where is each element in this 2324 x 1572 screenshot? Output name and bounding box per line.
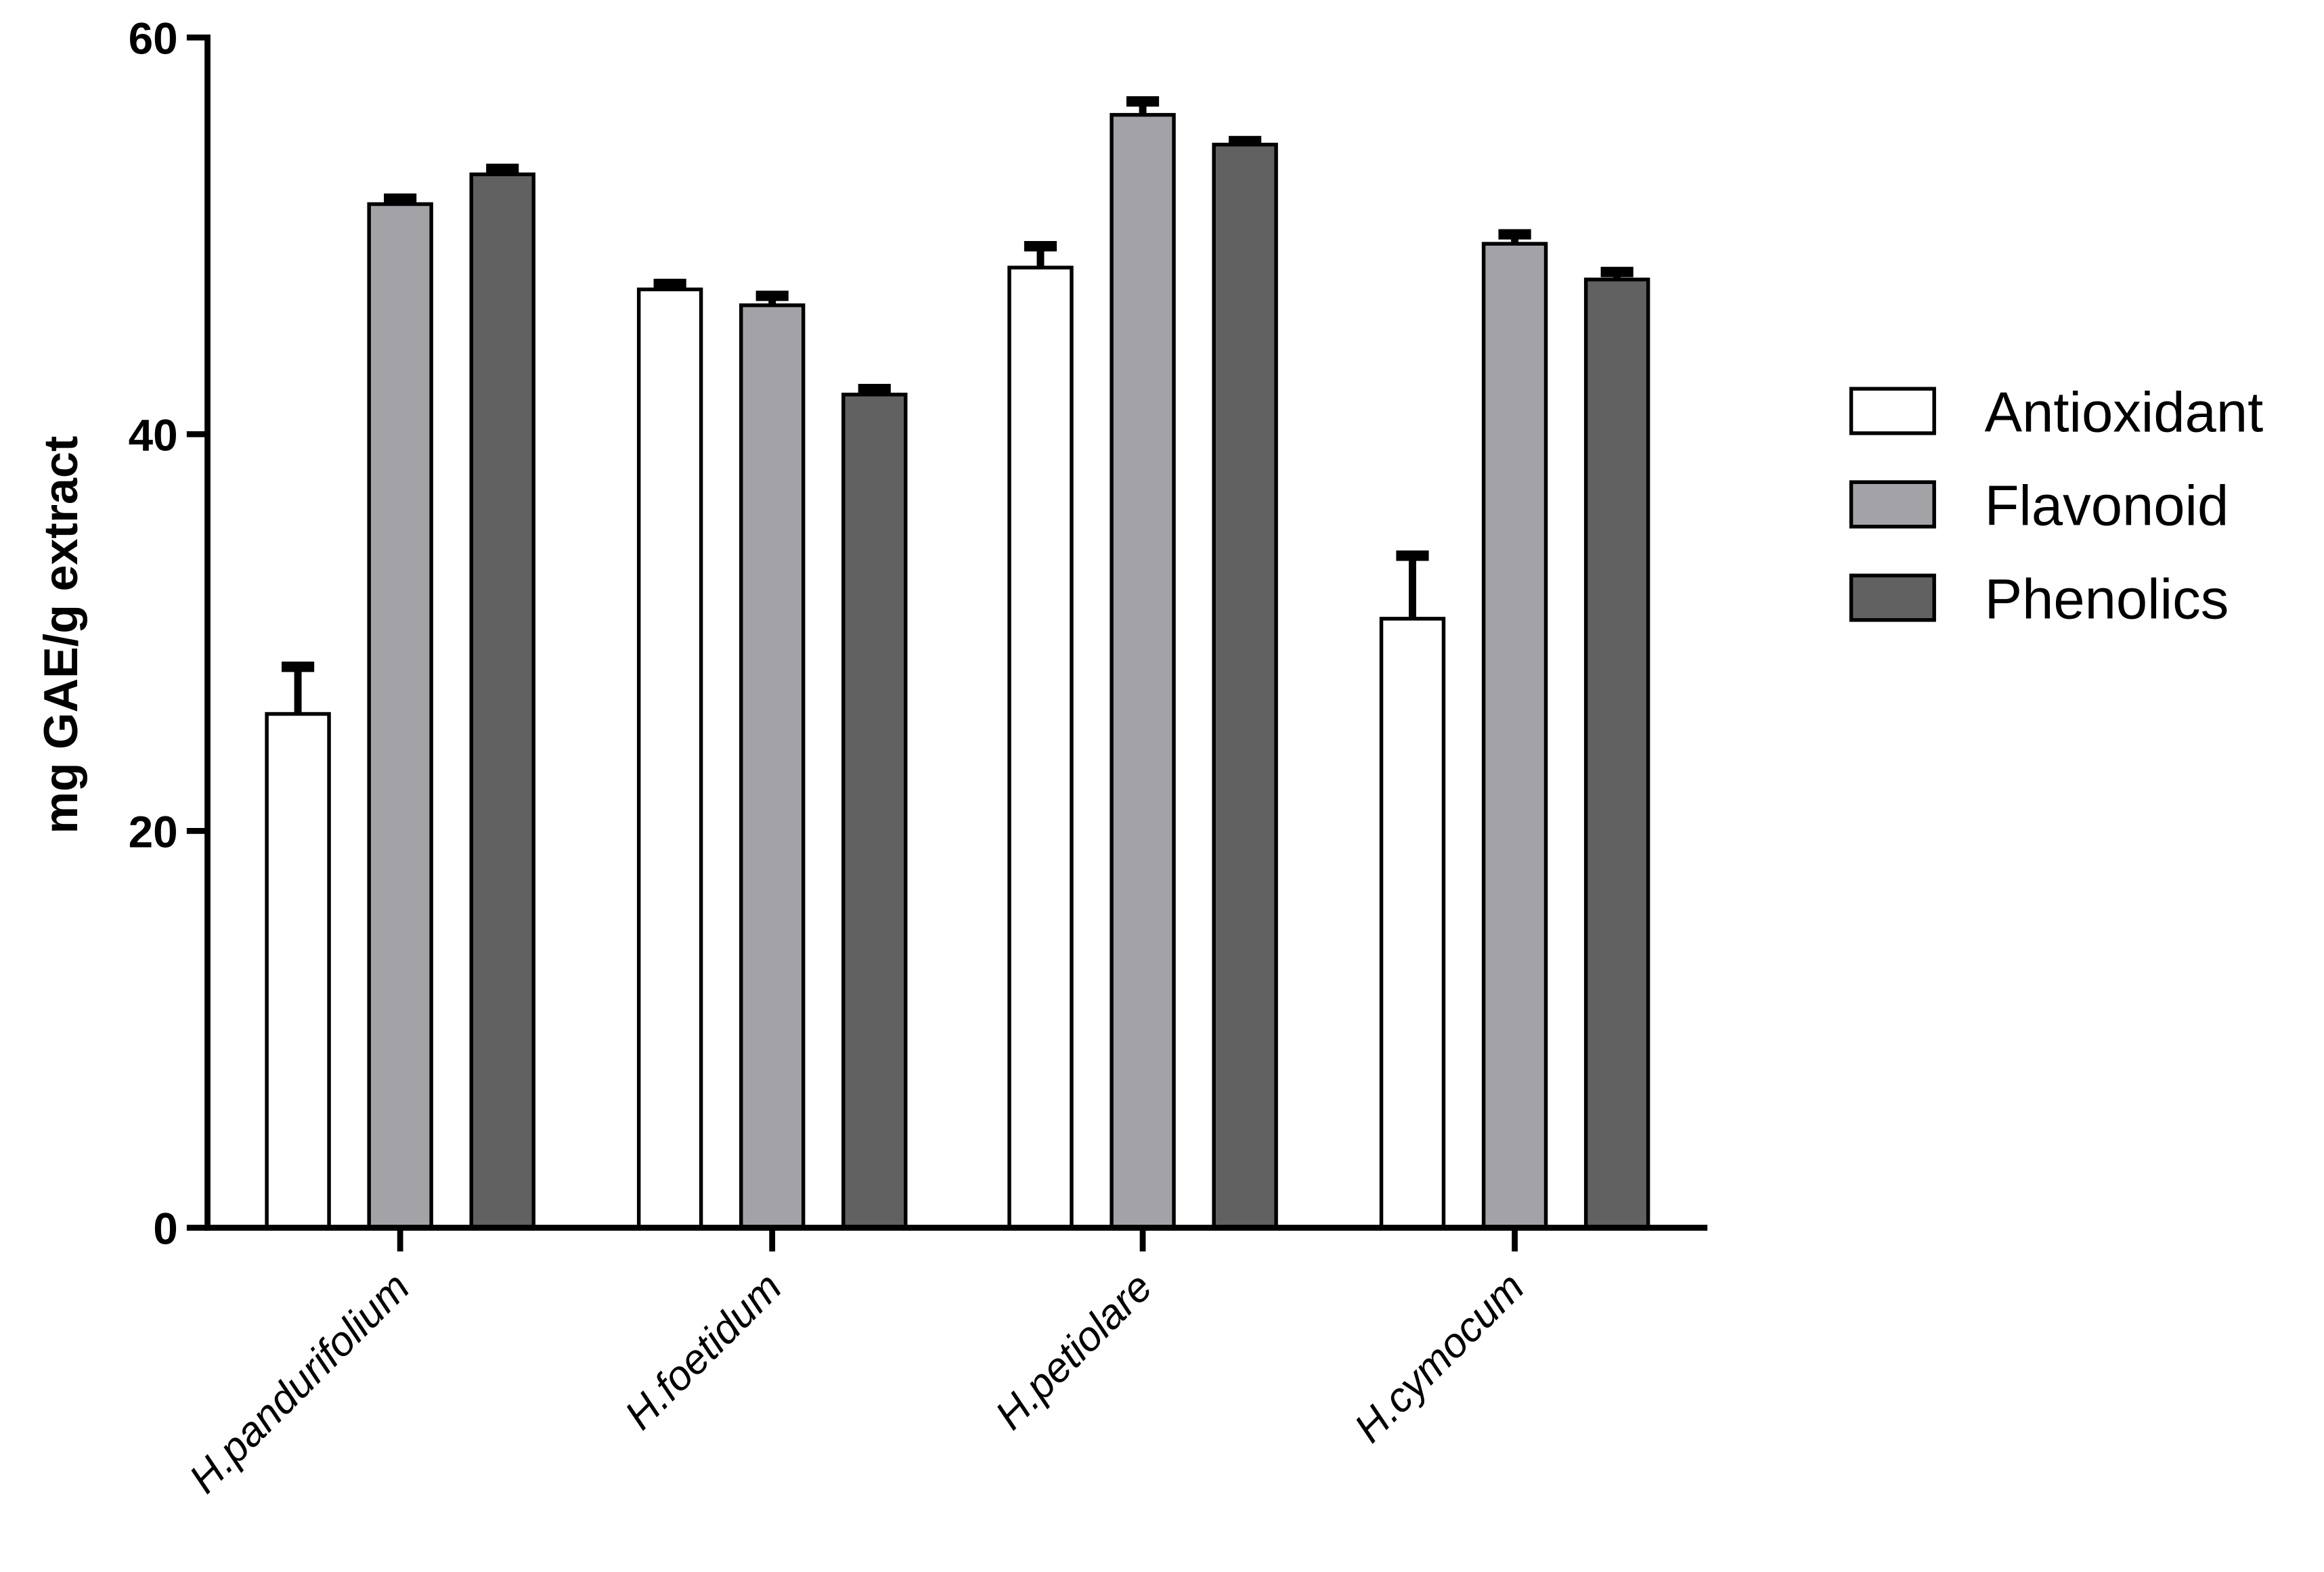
legend-swatch	[1849, 573, 1936, 622]
bar-flavonoid	[1481, 242, 1548, 1230]
y-tick-label: 40	[129, 410, 178, 460]
x-tick-label: H.petiolare	[986, 1264, 1161, 1439]
bar-flavonoid	[1110, 112, 1176, 1230]
bar-phenolics	[469, 172, 535, 1230]
legend-label: Antioxidant	[1985, 381, 2264, 444]
legend: Antioxidant Flavonoid Phenolics	[1849, 381, 2264, 631]
bars	[265, 96, 1650, 1230]
x-tick-label: H.foetidum	[616, 1264, 791, 1439]
bar-phenolics	[1583, 278, 1650, 1230]
bar-antioxidant	[265, 712, 331, 1230]
x-tick-label: H.pandurifolium	[180, 1264, 418, 1502]
bar-antioxidant	[1379, 617, 1446, 1230]
x-axis: H.pandurifolium H.foetidum H.petiolare H.cy…	[180, 1225, 1708, 1502]
bar-flavonoid	[367, 202, 433, 1230]
y-tick-label: 0	[153, 1204, 178, 1254]
legend-swatch	[1849, 480, 1936, 529]
bar-flavonoid	[739, 303, 806, 1230]
legend-label: Phenolics	[1985, 568, 2229, 631]
x-tick-label: H.cymocum	[1345, 1264, 1533, 1451]
y-axis-label: mg GAE/g extract	[35, 436, 87, 834]
y-axis: 0 20 40 60	[129, 14, 211, 1254]
y-tick-label: 60	[129, 14, 178, 63]
bar-phenolics	[1212, 142, 1278, 1230]
y-tick-label: 20	[129, 807, 178, 856]
bar-phenolics	[841, 393, 908, 1230]
legend-label: Flavonoid	[1985, 475, 2229, 538]
legend-swatch	[1849, 387, 1936, 435]
bar-antioxidant	[1007, 265, 1074, 1230]
bar-antioxidant	[636, 287, 703, 1230]
